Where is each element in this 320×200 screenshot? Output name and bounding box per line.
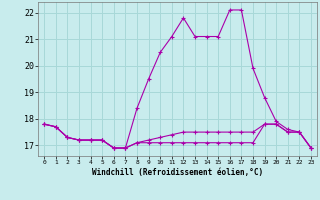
X-axis label: Windchill (Refroidissement éolien,°C): Windchill (Refroidissement éolien,°C) bbox=[92, 168, 263, 177]
